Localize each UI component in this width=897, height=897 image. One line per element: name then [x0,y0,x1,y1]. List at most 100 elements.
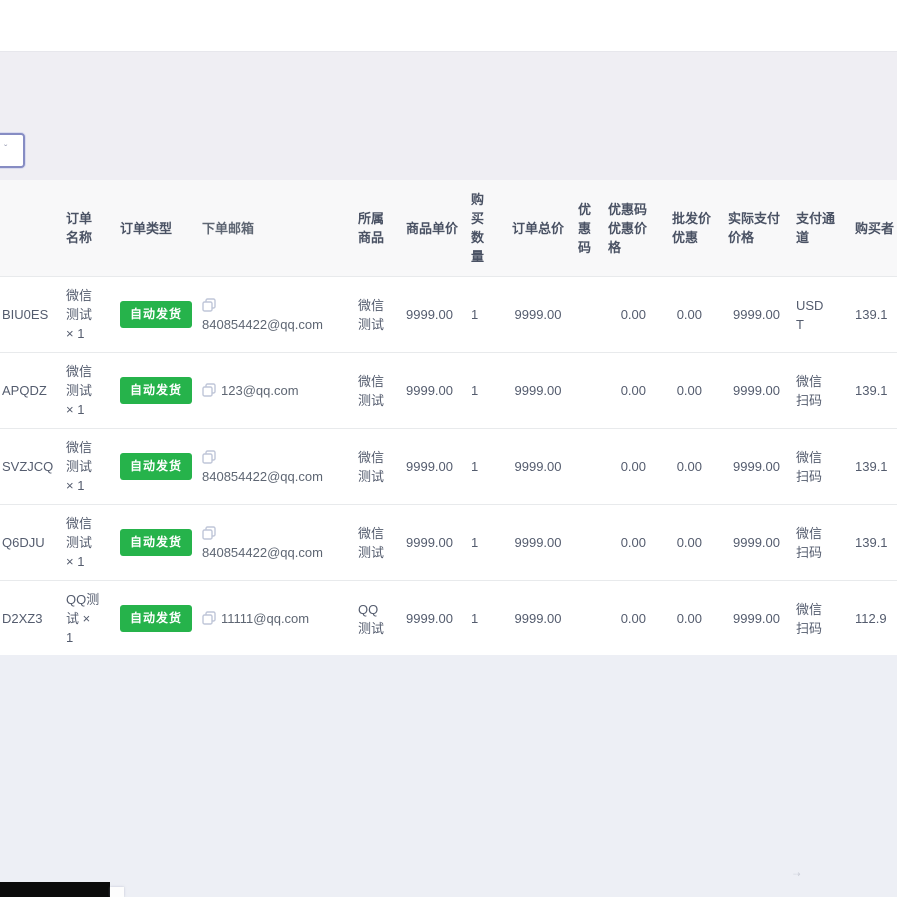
copy-icon[interactable] [202,525,216,540]
header-order-name: 订单名称 [66,211,93,245]
product-cell: 微信测试 [358,297,385,332]
order-total-cell: 9999.00 [514,307,562,322]
product-cell: 微信测试 [358,525,385,560]
table-row[interactable]: D2XZ3 QQ测试 × 1 自动发货 11111@qq.com QQ测试 99… [0,581,897,657]
table-row[interactable]: APQDZ 微信测试 × 1 自动发货 123@qq.com 微信测试 9999… [0,353,897,429]
pay-channel-cell: USDT [796,297,824,332]
order-name-cell: 微信测试 × 1 [66,288,93,341]
order-id-cell: SVZJCQ [2,459,54,474]
order-type-cell: 自动发货 [118,529,202,556]
header-product: 所属商品 [358,211,385,245]
header-pay-channel: 支付通道 [796,211,836,245]
page-background-lower [0,655,897,897]
auto-delivery-badge: 自动发货 [120,529,193,556]
unit-price-cell: 9999.00 [406,535,453,550]
copy-icon[interactable] [202,611,216,625]
order-email: 840854422@qq.com [202,316,323,332]
order-total-cell: 9999.00 [514,535,562,550]
orders-table: 订单名称 订单类型 下单邮箱 所属商品 商品单价 购买数量 订单总价 优惠码 优… [0,180,897,657]
copy-icon[interactable] [202,449,216,464]
header-wholesale-discount: 批发价优惠 [672,211,712,245]
actual-paid-cell: 9999.00 [733,383,780,398]
wholesale-discount-cell: 0.00 [676,459,702,474]
order-name-cell: QQ测试 × 1 [66,592,100,645]
table-row[interactable]: BIU0ES 微信测试 × 1 自动发货 840854422@qq.com 微信… [0,277,897,353]
header-order-type: 订单类型 [120,220,173,236]
unit-price-cell: 9999.00 [406,459,453,474]
quantity-cell: 1 [471,459,479,474]
header-buyer: 购买者 [855,220,895,236]
header-quantity: 购买数量 [471,192,485,264]
actual-paid-cell: 9999.00 [733,459,780,474]
header-order-total: 订单总价 [511,220,564,236]
buyer-cell: 112.9 [855,611,887,626]
actual-paid-cell: 9999.00 [733,307,780,322]
pay-channel-cell: 微信扫码 [796,373,823,408]
order-email: 840854422@qq.com [202,468,323,484]
coupon-discount-cell: 0.00 [620,459,646,474]
wholesale-discount-cell: 0.00 [676,383,702,398]
unit-price-cell: 9999.00 [406,307,453,322]
pay-channel-cell: 微信扫码 [796,601,823,636]
order-total-cell: 9999.00 [514,383,562,398]
quantity-cell: 1 [471,307,479,322]
order-id-cell: D2XZ3 [2,611,43,626]
order-email-cell: 11111@qq.com [202,609,352,628]
order-id-cell: Q6DJU [2,535,45,550]
buyer-cell: 139.1 [855,535,888,550]
product-cell: 微信测试 [358,373,385,408]
header-coupon-code: 优惠码 [578,201,592,255]
page-background-upper [0,52,897,180]
buyer-cell: 139.1 [855,383,888,398]
order-email-cell: 840854422@qq.com [202,296,352,334]
order-total-cell: 9999.00 [514,459,562,474]
product-cell: QQ测试 [358,601,385,636]
order-type-cell: 自动发货 [118,377,202,404]
bottom-black-bar [0,882,110,897]
buyer-cell: 139.1 [855,459,888,474]
table-row[interactable]: SVZJCQ 微信测试 × 1 自动发货 840854422@qq.com 微信… [0,429,897,505]
order-total-cell: 9999.00 [514,611,562,626]
quantity-cell: 1 [471,535,479,550]
auto-delivery-badge: 自动发货 [120,453,193,480]
copy-icon[interactable] [202,297,216,312]
filter-select[interactable]: ˇ [0,133,25,168]
copy-icon[interactable] [202,383,216,397]
coupon-discount-cell: 0.00 [620,611,646,626]
coupon-discount-cell: 0.00 [620,383,646,398]
header-coupon-discount: 优惠码优惠价格 [608,201,648,255]
header-actual-paid: 实际支付价格 [728,211,781,245]
actual-paid-cell: 9999.00 [733,611,780,626]
buyer-cell: 139.1 [855,307,888,322]
quantity-cell: 1 [471,383,479,398]
order-email-cell: 840854422@qq.com [202,524,352,562]
auto-delivery-badge: 自动发货 [120,377,193,404]
order-email: 11111@qq.com [221,611,310,626]
bottom-white-notch [110,887,124,897]
header-unit-price: 商品单价 [406,220,459,236]
order-email-cell: 840854422@qq.com [202,448,352,486]
order-id-cell: BIU0ES [2,307,49,322]
wholesale-discount-cell: 0.00 [676,535,702,550]
table-body: BIU0ES 微信测试 × 1 自动发货 840854422@qq.com 微信… [0,277,897,657]
cursor-artifact: ⇢ [793,869,801,879]
auto-delivery-badge: 自动发货 [120,301,193,328]
order-type-cell: 自动发货 [118,605,202,632]
coupon-discount-cell: 0.00 [620,535,646,550]
quantity-cell: 1 [471,611,479,626]
header-order-email: 下单邮箱 [202,220,255,236]
unit-price-cell: 9999.00 [406,383,453,398]
coupon-discount-cell: 0.00 [620,307,646,322]
pay-channel-cell: 微信扫码 [796,525,823,560]
auto-delivery-badge: 自动发货 [120,605,193,632]
order-type-cell: 自动发货 [118,301,202,328]
product-cell: 微信测试 [358,449,385,484]
top-white-bar [0,0,897,52]
order-email: 123@qq.com [221,383,299,398]
table-row[interactable]: Q6DJU 微信测试 × 1 自动发货 840854422@qq.com 微信测… [0,505,897,581]
wholesale-discount-cell: 0.00 [676,611,702,626]
table-header-row: 订单名称 订单类型 下单邮箱 所属商品 商品单价 购买数量 订单总价 优惠码 优… [0,180,897,277]
order-email-cell: 123@qq.com [202,381,352,400]
actual-paid-cell: 9999.00 [733,535,780,550]
order-name-cell: 微信测试 × 1 [66,516,93,569]
